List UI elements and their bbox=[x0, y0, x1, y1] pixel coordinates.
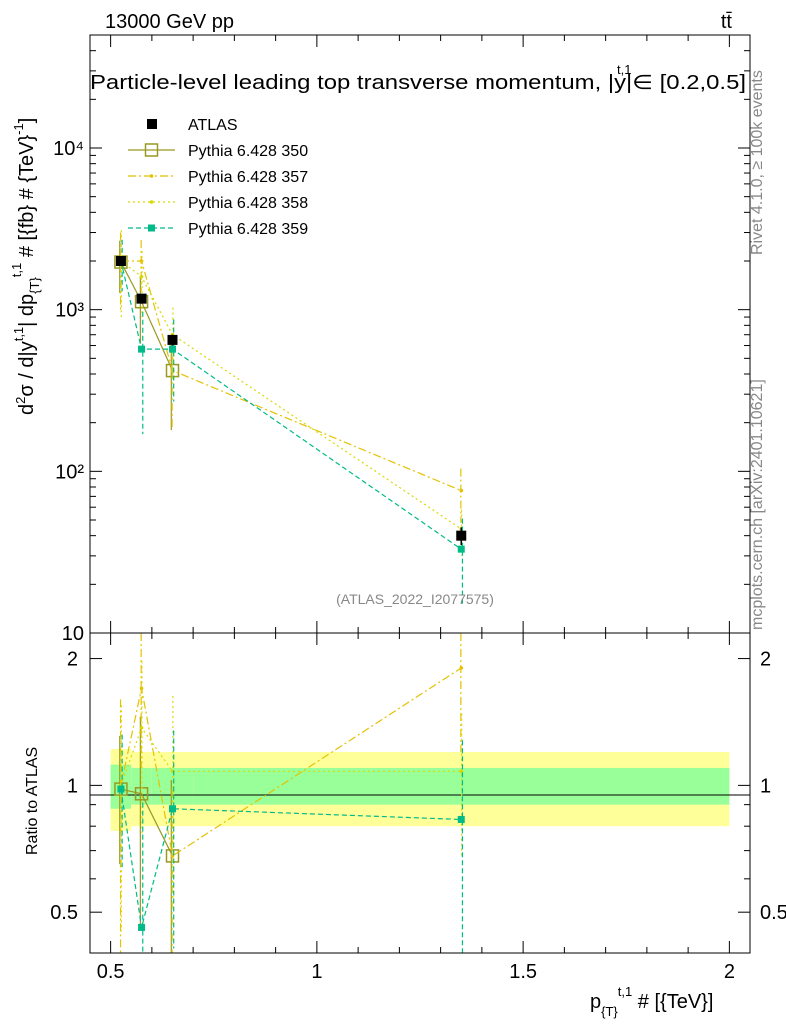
ratio-series-line bbox=[120, 667, 462, 857]
legend-label-data: ATLAS bbox=[188, 117, 238, 134]
y-tick-label: 10³ bbox=[55, 300, 84, 322]
series-1 bbox=[114, 240, 180, 431]
plot-title-sup: t,1 bbox=[617, 62, 631, 77]
series-line bbox=[120, 260, 462, 492]
y-axis-label: d2σ / d|yt,1| dp{T}t,1 # [{fb} # {TeV}-1… bbox=[9, 118, 42, 415]
ratio-uncertainty-band bbox=[110, 748, 730, 831]
analysis-watermark: (ATLAS_2022_I2077575) bbox=[336, 591, 494, 607]
legend-marker-2 bbox=[149, 174, 154, 178]
data-point bbox=[456, 530, 467, 541]
x-tick-label: 1.5 bbox=[509, 961, 537, 983]
y-axis-label-text: d2σ / d|yt,1| dp{T}t,1 # [{fb} # {TeV}-1… bbox=[9, 118, 42, 415]
series-4 bbox=[117, 239, 465, 605]
series-line bbox=[120, 260, 462, 550]
ratio-y-tick-label-right: 2 bbox=[760, 649, 771, 671]
ratio-series-line bbox=[120, 788, 462, 928]
side-label-rivet: Rivet 4.1.0, ≥ 100k events bbox=[749, 70, 766, 255]
legend-marker-4 bbox=[148, 224, 155, 232]
legend-label-2: Pythia 6.428 357 bbox=[188, 169, 308, 186]
header-right-label: tt̄ bbox=[721, 11, 733, 33]
legend-marker-3 bbox=[149, 200, 154, 204]
ratio-series-line bbox=[120, 788, 174, 857]
ratio-y-tick-label: 1 bbox=[67, 775, 78, 797]
x-tick-label: 2 bbox=[724, 961, 735, 983]
ratio-y-axis-label: Ratio to ATLAS bbox=[24, 747, 41, 855]
main-axis-ticks: 10 10² 10³ 10⁴ bbox=[53, 34, 750, 645]
legend-label-3: Pythia 6.428 358 bbox=[188, 195, 308, 212]
ratio-plot: 0.5 1 1.5 2 0.5 0.5 1 1 2 2 bbox=[50, 632, 786, 983]
main-plot: 10 10² 10³ 10⁴ Particle-level leading top t… bbox=[53, 34, 751, 645]
y-tick-label: 10² bbox=[55, 461, 84, 483]
ratio-point bbox=[169, 805, 176, 813]
legend-marker-data bbox=[147, 119, 157, 129]
data-point bbox=[115, 256, 126, 267]
data-point bbox=[136, 293, 147, 304]
plot-title-main: Particle-level leading top transverse mo… bbox=[90, 72, 746, 94]
ratio-series-line bbox=[120, 726, 462, 786]
plot-title: Particle-level leading top transverse mo… bbox=[90, 72, 746, 94]
ratio-series-4 bbox=[117, 730, 465, 953]
x-tick-label: 1 bbox=[311, 961, 322, 983]
data-point bbox=[167, 334, 178, 345]
main-series-layer bbox=[114, 230, 465, 605]
y-tick-label: 10 bbox=[62, 623, 84, 645]
ratio-point bbox=[459, 769, 464, 774]
series-line bbox=[120, 260, 462, 530]
ratio-plot-frame bbox=[89, 632, 751, 954]
x-tick-label: 0.5 bbox=[97, 961, 125, 983]
series-point bbox=[459, 488, 464, 493]
ratio-point bbox=[459, 666, 464, 670]
ratio-series-3 bbox=[119, 661, 464, 932]
ratio-axis-ticks: 0.5 1 1.5 2 0.5 0.5 1 1 2 2 bbox=[50, 633, 786, 983]
ratio-point bbox=[117, 785, 125, 793]
series-point bbox=[139, 274, 144, 279]
ratio-y-tick-label-right: 1 bbox=[760, 775, 771, 797]
ratio-point bbox=[457, 815, 465, 823]
legend-label-1: Pythia 6.428 350 bbox=[188, 143, 308, 160]
ratio-y-tick-label: 0.5 bbox=[50, 902, 78, 924]
main-data-layer bbox=[115, 256, 467, 546]
ratio-point bbox=[139, 725, 144, 730]
series-point bbox=[169, 345, 176, 353]
series-point bbox=[457, 545, 465, 553]
legend: ATLAS Pythia 6.428 350 Pythia 6.428 357 Pyt… bbox=[128, 117, 308, 238]
legend-marker-1 bbox=[144, 143, 159, 157]
legend-label-4: Pythia 6.428 359 bbox=[188, 221, 308, 238]
ratio-series-layer bbox=[114, 633, 465, 953]
side-label-mcplots: mcplots.cern.ch [arXiv:2401.10621] bbox=[749, 379, 766, 630]
ratio-y-tick-label: 2 bbox=[67, 649, 78, 671]
x-axis-label: p{T}t,1 # [{TeV}] bbox=[590, 984, 713, 1019]
series-point bbox=[138, 345, 146, 353]
y-tick-label: 10⁴ bbox=[53, 138, 84, 160]
header-left-label: 13000 GeV pp bbox=[105, 11, 234, 33]
ratio-y-tick-label-right: 0.5 bbox=[760, 902, 786, 924]
ratio-point bbox=[138, 923, 146, 931]
